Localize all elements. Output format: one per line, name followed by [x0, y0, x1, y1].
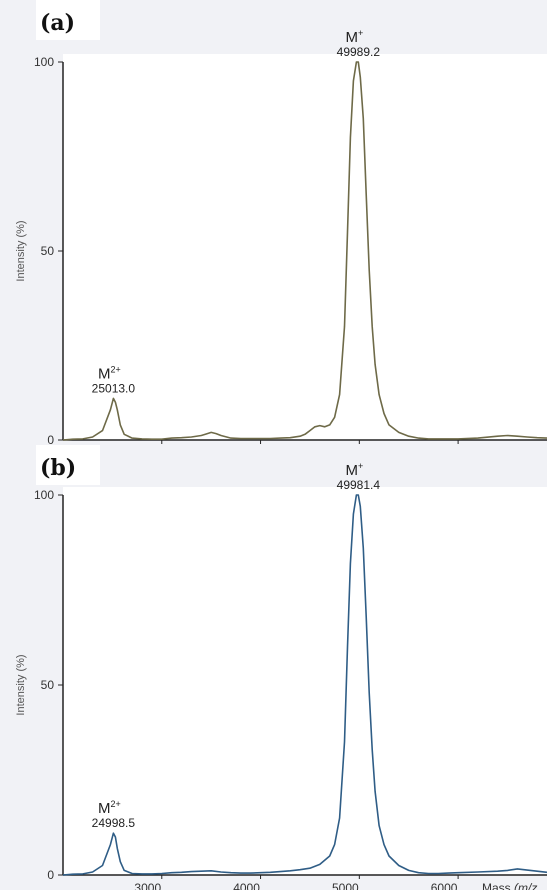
peak-ion-label: M+ — [345, 461, 363, 479]
y-axis-label: Intensity (%) — [15, 654, 27, 715]
y-tick-label: 0 — [47, 433, 54, 447]
peak-mass-label: 25013.0 — [92, 381, 136, 395]
x-axis-label: Mass (m/z — [482, 881, 537, 890]
y-tick-label: 50 — [41, 678, 55, 692]
y-axis-label: Intensity (%) — [15, 220, 27, 281]
peak-ion-label: M+ — [345, 28, 363, 46]
x-tick-label: 3000 — [134, 881, 161, 890]
peak-mass-label: 49989.2 — [337, 45, 381, 59]
y-tick-label: 100 — [34, 55, 54, 69]
spectrum-line — [62, 494, 547, 876]
panel-label-b: (b) — [36, 445, 100, 485]
chart-b: 0 50 100 3000 4000 5000 6000 Mass (m/z Intensity… — [15, 461, 547, 890]
plot-area — [63, 54, 547, 440]
chart-panel-b: (b) 0 50 100 3000 4000 5000 6000 Mass (m/z Inten… — [0, 445, 547, 890]
peak-ion-label: M2+ — [98, 799, 121, 817]
y-tick-label: 100 — [34, 488, 54, 502]
x-tick-label: 4000 — [233, 881, 260, 890]
plot-area — [63, 487, 547, 875]
y-tick-label: 0 — [47, 868, 54, 882]
panel-label-a: (a) — [36, 0, 100, 40]
x-tick-label: 6000 — [431, 881, 458, 890]
y-tick-label: 50 — [41, 244, 55, 258]
peak-mass-label: 49981.4 — [337, 478, 381, 492]
x-tick-label: 5000 — [332, 881, 359, 890]
peak-ion-label: M2+ — [98, 364, 121, 382]
spectrum-line — [62, 61, 547, 441]
peak-mass-label: 24998.5 — [92, 816, 136, 830]
